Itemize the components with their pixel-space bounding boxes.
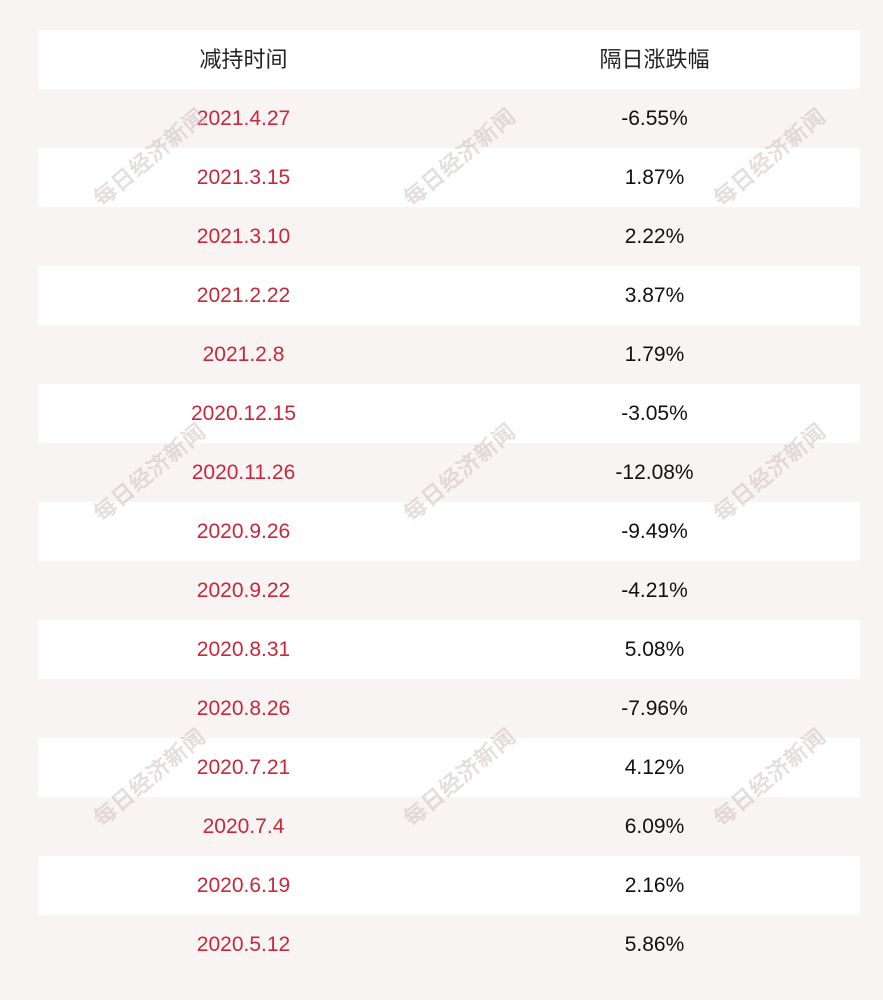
table-row: 2021.2.8 1.79% xyxy=(38,325,860,384)
table-row: 2020.9.26 -9.49% xyxy=(38,502,860,561)
change-cell: 2.22% xyxy=(624,225,685,248)
change-cell: -3.05% xyxy=(621,402,688,425)
change-cell: 2.16% xyxy=(624,874,685,897)
date-cell: 2020.9.26 xyxy=(196,520,291,543)
table-row: 2021.2.22 3.87% xyxy=(38,266,860,325)
table-row: 2020.12.15 -3.05% xyxy=(38,384,860,443)
change-cell: -4.21% xyxy=(621,579,688,602)
date-cell: 2020.12.15 xyxy=(190,402,297,425)
table-row: 2020.5.12 5.86% xyxy=(38,915,860,974)
data-table: 减持时间 隔日涨跌幅 2021.4.27 -6.55% 2021.3.15 1.… xyxy=(38,30,860,974)
change-cell: 1.79% xyxy=(624,343,685,366)
date-cell: 2020.9.22 xyxy=(196,579,291,602)
header-change: 隔日涨跌幅 xyxy=(599,46,710,72)
change-cell: 6.09% xyxy=(624,815,685,838)
date-cell: 2020.8.31 xyxy=(196,638,291,661)
change-cell: 5.08% xyxy=(624,638,685,661)
table-row: 2021.4.27 -6.55% xyxy=(38,89,860,148)
change-cell: 3.87% xyxy=(624,284,685,307)
change-cell: -9.49% xyxy=(621,520,688,543)
change-cell: 1.87% xyxy=(624,166,685,189)
table-row: 2020.7.4 6.09% xyxy=(38,797,860,856)
change-cell: -12.08% xyxy=(615,461,694,484)
date-cell: 2021.2.22 xyxy=(196,284,291,307)
change-cell: 5.86% xyxy=(624,933,685,956)
table-row: 2020.8.31 5.08% xyxy=(38,620,860,679)
date-cell: 2021.4.27 xyxy=(196,107,291,130)
date-cell: 2020.7.21 xyxy=(196,756,291,779)
date-cell: 2020.5.12 xyxy=(196,933,291,956)
table-row: 2020.7.21 4.12% xyxy=(38,738,860,797)
date-cell: 2021.2.8 xyxy=(202,343,285,366)
table-row: 2020.9.22 -4.21% xyxy=(38,561,860,620)
change-cell: 4.12% xyxy=(624,756,685,779)
date-cell: 2021.3.10 xyxy=(196,225,291,248)
change-cell: -7.96% xyxy=(621,697,688,720)
table-row: 2020.8.26 -7.96% xyxy=(38,679,860,738)
table-row: 2020.6.19 2.16% xyxy=(38,856,860,915)
header-date: 减持时间 xyxy=(199,46,288,72)
date-cell: 2020.8.26 xyxy=(196,697,291,720)
date-cell: 2021.3.15 xyxy=(196,166,291,189)
date-cell: 2020.6.19 xyxy=(196,874,291,897)
table-row: 2020.11.26 -12.08% xyxy=(38,443,860,502)
date-cell: 2020.7.4 xyxy=(202,815,285,838)
change-cell: -6.55% xyxy=(621,107,688,130)
date-cell: 2020.11.26 xyxy=(191,461,296,484)
table-row: 2021.3.15 1.87% xyxy=(38,148,860,207)
table-header-row: 减持时间 隔日涨跌幅 xyxy=(38,30,860,89)
table-row: 2021.3.10 2.22% xyxy=(38,207,860,266)
